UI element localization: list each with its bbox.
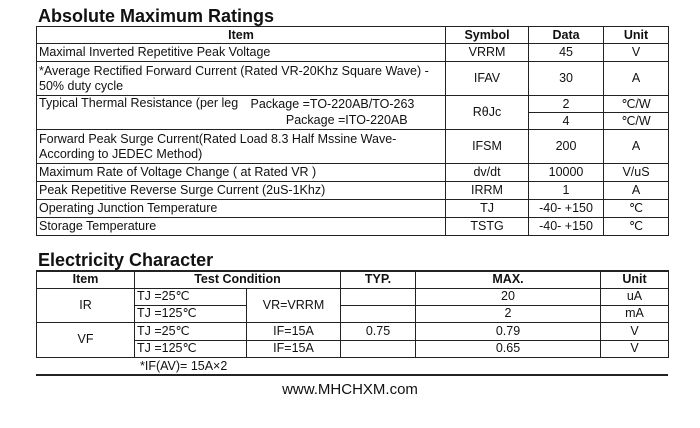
divider bbox=[36, 374, 668, 376]
tj-cell: TJ =25℃ bbox=[134, 321, 247, 341]
tj-cell: TJ =125℃ bbox=[134, 339, 247, 358]
symbol-cell: TJ bbox=[445, 199, 530, 218]
tj-cell: TJ =25℃ bbox=[134, 287, 247, 306]
data-cell: 1 bbox=[528, 181, 605, 200]
data-cell: -40- +150 bbox=[528, 199, 605, 218]
max-cell: 2 bbox=[415, 304, 601, 323]
unit-cell: A bbox=[603, 61, 670, 96]
symbol-cell: IFSM bbox=[445, 129, 530, 164]
unit-cell: A bbox=[603, 129, 670, 164]
table-row: TJ =125℃ IF=15A 0.65 V bbox=[37, 339, 669, 358]
data-cell: 30 bbox=[528, 61, 605, 96]
unit-cell: uA bbox=[600, 287, 669, 306]
table-row: Forward Peak Surge Current(Rated Load 8.… bbox=[35, 129, 670, 164]
unit-cell: V bbox=[600, 321, 669, 341]
unit-cell: V/uS bbox=[603, 163, 670, 182]
symbol-cell: IRRM bbox=[445, 181, 530, 200]
header-item: Item bbox=[35, 26, 447, 44]
unit-cell: A bbox=[603, 181, 670, 200]
absolute-ratings-table: Item Symbol Data Unit Maximal Inverted R… bbox=[35, 26, 670, 236]
table-row: Typical Thermal Resistance (per leg Pack… bbox=[36, 95, 670, 130]
item-cell: Storage Temperature bbox=[35, 217, 447, 236]
table-row: Storage Temperature TSTG -40- +150 ℃ bbox=[35, 217, 670, 236]
item-cell: Typical Thermal Resistance (per leg bbox=[36, 95, 249, 130]
data-cell: 200 bbox=[528, 129, 605, 164]
typ-cell bbox=[340, 304, 416, 323]
table-row: IR TJ =25℃ VR=VRRM 20 uA bbox=[36, 287, 669, 323]
item-cell: IR bbox=[36, 287, 135, 323]
table-header: Item Test Condition TYP. MAX. Unit bbox=[36, 270, 669, 289]
unit-cell: V bbox=[603, 43, 670, 62]
item-cell: Maximum Rate of Voltage Change ( at Rate… bbox=[35, 163, 447, 182]
symbol-cell: IFAV bbox=[445, 61, 530, 96]
symbol-cell: dv/dt bbox=[445, 163, 530, 182]
table-row: *Average Rectified Forward Current (Rate… bbox=[35, 61, 670, 96]
tj-cell: TJ =125℃ bbox=[134, 304, 247, 323]
condition-cell: IF=15A bbox=[246, 339, 341, 358]
item-cell: Maximal Inverted Repetitive Peak Voltage bbox=[35, 43, 447, 62]
table-row: Package =ITO-220AB 4 ℃/W bbox=[37, 112, 670, 130]
table-row: Maximal Inverted Repetitive Peak Voltage… bbox=[35, 43, 670, 62]
unit-cell: ℃/W bbox=[603, 95, 670, 113]
header-data: Data bbox=[528, 26, 605, 44]
symbol-cell: RθJc bbox=[445, 95, 530, 130]
header-typ: TYP. bbox=[340, 270, 416, 289]
typ-cell: 0.75 bbox=[340, 321, 416, 341]
header-unit: Unit bbox=[600, 270, 669, 289]
table-header: Item Symbol Data Unit bbox=[35, 26, 670, 44]
header-item: Item bbox=[36, 270, 135, 289]
website-text: www.MHCHXM.com bbox=[282, 381, 418, 398]
max-cell: 20 bbox=[415, 287, 601, 306]
condition-cell: VR=VRRM bbox=[246, 287, 341, 323]
footnote: *IF(AV)= 15A×2 bbox=[140, 359, 228, 373]
max-cell: 0.65 bbox=[415, 339, 601, 358]
electricity-table: Item Test Condition TYP. MAX. Unit IR TJ… bbox=[36, 270, 669, 358]
section-title-absolute-ratings: Absolute Maximum Ratings bbox=[38, 6, 275, 26]
data-cell: 4 bbox=[528, 112, 605, 130]
max-cell: 0.79 bbox=[415, 321, 601, 341]
typ-cell bbox=[340, 339, 416, 358]
header-test-condition: Test Condition bbox=[134, 270, 341, 289]
symbol-cell: TSTG bbox=[445, 217, 530, 236]
unit-cell: V bbox=[600, 339, 669, 358]
data-cell: 45 bbox=[528, 43, 605, 62]
table-row: Maximum Rate of Voltage Change ( at Rate… bbox=[35, 163, 670, 182]
item-cell: Forward Peak Surge Current(Rated Load 8.… bbox=[35, 129, 447, 164]
symbol-cell: VRRM bbox=[445, 43, 530, 62]
package-cell: Package =TO-220AB/TO-263 bbox=[248, 95, 447, 113]
header-max: MAX. bbox=[415, 270, 601, 289]
unit-cell: mA bbox=[600, 304, 669, 323]
header-unit: Unit bbox=[603, 26, 670, 44]
table-row: Operating Junction Temperature TJ -40- +… bbox=[35, 199, 670, 218]
table-row: Peak Repetitive Reverse Surge Current (2… bbox=[35, 181, 670, 200]
item-cell: Operating Junction Temperature bbox=[35, 199, 447, 218]
unit-cell: ℃ bbox=[603, 217, 670, 236]
data-cell: -40- +150 bbox=[528, 217, 605, 236]
item-cell: VF bbox=[36, 321, 135, 358]
data-cell: 10000 bbox=[528, 163, 605, 182]
package-cell: Package =ITO-220AB bbox=[248, 112, 447, 130]
data-cell: 2 bbox=[528, 95, 605, 113]
unit-cell: ℃/W bbox=[603, 112, 670, 130]
typ-cell bbox=[340, 287, 416, 306]
unit-cell: ℃ bbox=[603, 199, 670, 218]
section-title-electricity: Electricity Character bbox=[38, 250, 214, 270]
item-cell: *Average Rectified Forward Current (Rate… bbox=[35, 61, 447, 96]
table-row: VF TJ =25℃ IF=15A 0.75 0.79 V bbox=[36, 321, 669, 358]
item-cell: Peak Repetitive Reverse Surge Current (2… bbox=[35, 181, 447, 200]
condition-cell: IF=15A bbox=[246, 321, 341, 341]
header-symbol: Symbol bbox=[445, 26, 530, 44]
